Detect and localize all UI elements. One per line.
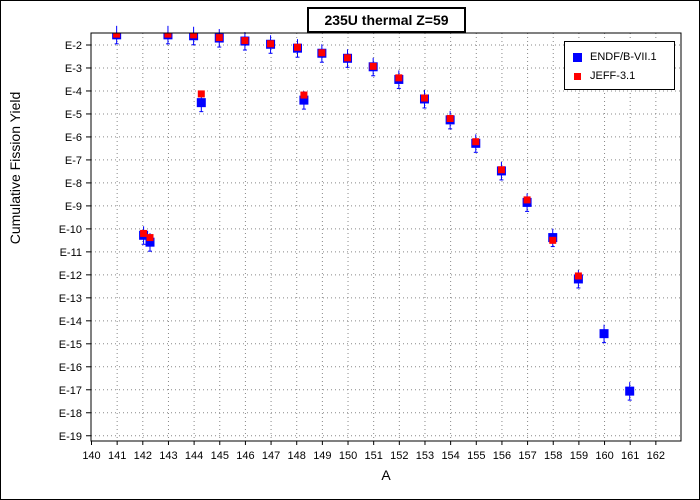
x-tick-label: 154 [441, 450, 459, 462]
y-tick-label: E-4 [65, 86, 82, 98]
y-tick-label: E-6 [65, 132, 82, 144]
y-tick-label: E-12 [59, 270, 82, 282]
point-jeff [344, 54, 352, 62]
legend-item-endf: ENDF/B-VII.1 [573, 51, 657, 63]
y-tick-label: E-3 [65, 63, 82, 75]
point-jeff [146, 234, 154, 242]
y-tick-label: E-17 [59, 385, 82, 397]
point-jeff [446, 115, 454, 123]
x-tick-label: 151 [364, 450, 382, 462]
y-tick-label: E-9 [65, 201, 82, 213]
x-tick-label: 157 [518, 450, 536, 462]
x-tick-label: 149 [313, 450, 331, 462]
point-jeff [140, 229, 148, 237]
chart-title: 235U thermal Z=59 [307, 7, 466, 33]
point-endf [299, 95, 309, 105]
legend-swatch-jeff [574, 72, 581, 80]
x-tick-label: 143 [159, 450, 177, 462]
y-tick-label: E-11 [60, 247, 82, 259]
x-tick-label: 158 [544, 450, 562, 462]
y-tick-label: E-10 [59, 224, 82, 236]
x-tick-label: 161 [621, 450, 639, 462]
point-jeff [549, 236, 557, 244]
point-endf [625, 386, 635, 396]
x-tick-label: 147 [262, 450, 280, 462]
x-tick-label: 148 [288, 450, 306, 462]
point-jeff [241, 37, 249, 45]
y-tick-label: E-7 [65, 155, 82, 167]
x-tick-label: 162 [647, 450, 665, 462]
x-tick-label: 159 [570, 450, 588, 462]
y-tick-label: E-14 [59, 316, 82, 328]
point-endf [196, 98, 206, 108]
y-tick-label: E-19 [59, 431, 82, 443]
y-axis-label: Cumulative Fission Yield [7, 91, 23, 245]
legend-label-endf: ENDF/B-VII.1 [590, 51, 657, 63]
x-tick-label: 142 [134, 450, 152, 462]
point-jeff [497, 166, 505, 174]
point-endf [145, 237, 155, 247]
point-jeff [164, 33, 172, 38]
legend-swatch-endf [573, 52, 582, 62]
point-jeff [523, 196, 531, 204]
point-jeff [369, 62, 377, 70]
x-tick-label: 145 [211, 450, 229, 462]
point-jeff [267, 40, 275, 48]
point-jeff [294, 43, 301, 51]
y-tick-label: E-5 [65, 109, 82, 121]
x-tick-label: 150 [339, 450, 357, 462]
plot-border [90, 32, 682, 442]
plot-area [90, 32, 682, 442]
y-tick-label: E-16 [59, 362, 82, 374]
point-jeff [215, 34, 223, 42]
x-tick-label: 152 [390, 450, 408, 462]
point-jeff [574, 272, 582, 280]
x-tick-label: 144 [185, 450, 203, 462]
x-tick-label: 141 [108, 450, 126, 462]
point-jeff [318, 49, 326, 57]
point-endf [599, 329, 609, 339]
y-tick-label: E-15 [59, 339, 82, 351]
point-jeff [472, 138, 480, 146]
y-tick-label: E-18 [59, 408, 82, 420]
point-jeff [197, 90, 205, 98]
x-tick-label: 156 [493, 450, 511, 462]
legend-item-jeff: JEFF-3.1 [573, 70, 635, 82]
y-tick-label: E-2 [65, 40, 82, 52]
y-tick-label: E-13 [59, 293, 82, 305]
x-tick-label: 140 [82, 450, 100, 462]
legend-label-jeff: JEFF-3.1 [590, 70, 636, 82]
legend: ENDF/B-VII.1 JEFF-3.1 [564, 41, 675, 90]
x-axis-label: A [381, 467, 391, 483]
point-jeff [420, 94, 428, 102]
x-tick-label: 160 [595, 450, 613, 462]
x-tick-label: 155 [467, 450, 485, 462]
point-jeff [300, 91, 308, 99]
point-jeff [395, 74, 403, 82]
x-tick-label: 153 [416, 450, 434, 462]
point-jeff [113, 33, 121, 38]
point-jeff [190, 33, 198, 39]
y-tick-label: E-8 [65, 178, 82, 190]
x-tick-label: 146 [236, 450, 254, 462]
